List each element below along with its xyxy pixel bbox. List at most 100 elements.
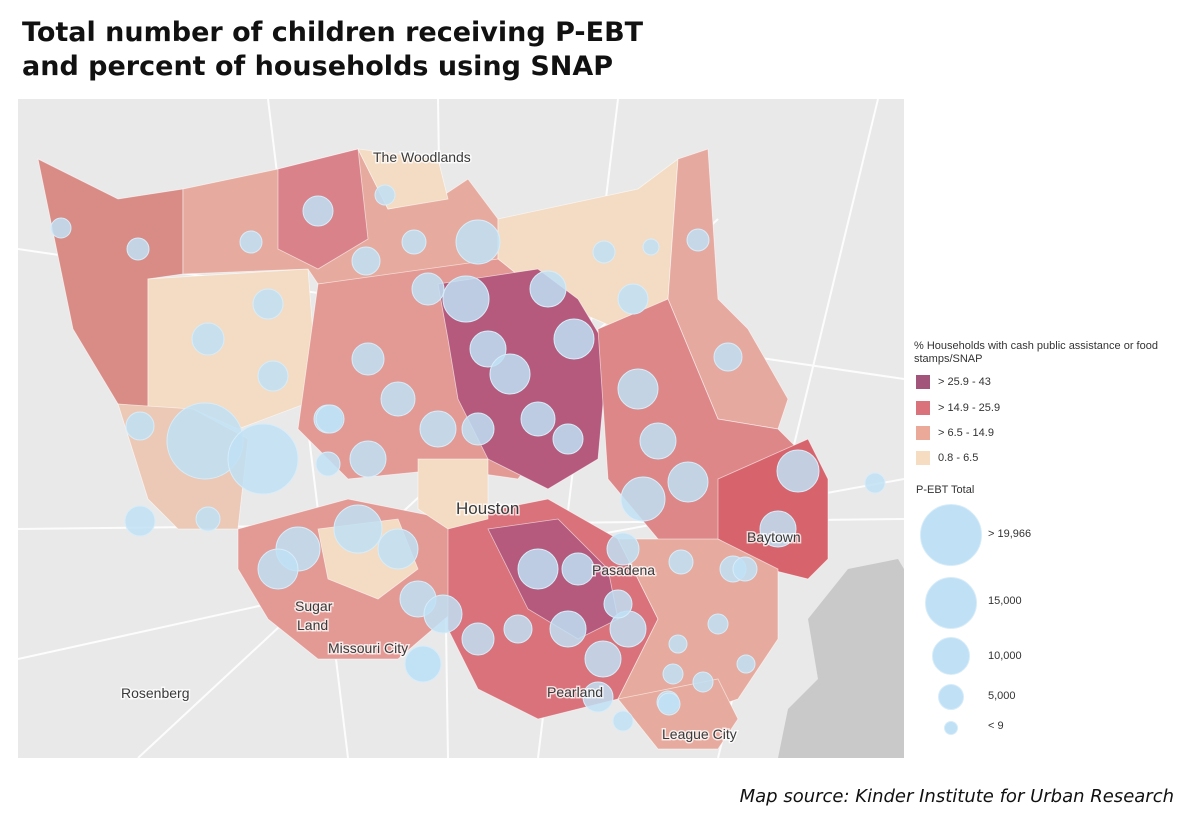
pebt-bubble [686,228,710,252]
pebt-size-label: 10,000 [988,650,1022,662]
place-labels: The Woodlands Houston Baytown Pasadena S… [120,148,803,744]
pebt-bubble [252,288,284,320]
tract-inner-beige [417,458,489,530]
pebt-bubble [617,368,659,410]
pebt-bubble [759,510,797,548]
snap-swatch [916,426,930,440]
pebt-bubble [442,275,490,323]
pebt-bubble [257,360,289,392]
snap-swatch [916,401,930,415]
snap-legend-label: 0.8 - 6.5 [938,452,979,464]
map-panel[interactable]: The Woodlands Houston Baytown Pasadena S… [18,99,904,758]
map-source: Map source: Kinder Institute for Urban R… [739,786,1174,807]
place-label-the-woodlands: The Woodlands [373,149,471,165]
pebt-bubble-layer [50,184,886,732]
pebt-size-label: < 9 [988,720,1004,732]
pebt-bubble [404,645,442,683]
pebt-bubble [620,476,666,522]
pebt-bubble [667,461,709,503]
pebt-bubble [582,681,614,713]
snap-legend-label: > 25.9 - 43 [938,376,991,388]
pebt-bubble [517,548,559,590]
pebt-bubble [469,330,507,368]
pebt-size-label: > 19,966 [988,528,1032,540]
pebt-bubble [419,410,457,448]
pebt-bubble [668,634,688,654]
pebt-bubble [549,610,587,648]
snap-legend-row: 0.8 - 6.5 [916,450,978,466]
pebt-bubble [612,710,634,732]
title-line-1: Total number of children receiving P-EBT [22,17,644,48]
title-line-2: and percent of households using SNAP [22,51,614,82]
snap-swatch [916,451,930,465]
pebt-size-circle [938,684,964,710]
pebt-bubble [455,219,501,265]
pebt-bubble [302,195,334,227]
pebt-bubble [657,692,681,716]
tract-far-west [147,268,319,430]
pebt-bubble [529,270,567,308]
pebt-bubble [377,528,419,570]
pebt-bubble [561,552,595,586]
pebt-bubble [489,353,531,395]
pebt-bubble [603,589,633,619]
pebt-bubble [351,342,385,376]
snap-swatch [916,375,930,389]
sheldon-water [818,639,848,699]
pebt-bubble [124,505,156,537]
pebt-bubble [503,614,533,644]
map-title: Total number of children receiving P-EBT… [22,16,722,84]
snap-legend-row: > 25.9 - 43 [916,374,991,390]
pebt-bubble [195,506,221,532]
tract-layer [37,148,829,750]
pebt-bubble [552,423,584,455]
pebt-size-circle [925,577,977,629]
pebt-size-circle [920,504,982,566]
pebt-bubble [732,556,758,582]
pebt-legend-title: P-EBT Total [916,484,975,496]
pebt-bubble [864,472,886,494]
pebt-bubble [423,594,463,634]
pebt-size-circle [944,721,958,735]
pebt-bubble [642,238,660,256]
place-label-baytown: Baytown [747,529,801,545]
pebt-bubble [461,412,495,446]
pebt-bubble [126,237,150,261]
place-label-pearland: Pearland [547,684,603,700]
pebt-bubble [380,381,416,417]
pebt-size-label: 5,000 [988,690,1016,702]
pebt-bubble [315,404,345,434]
snap-legend-label: > 6.5 - 14.9 [938,427,994,439]
tract-southeast [617,538,779,720]
pebt-bubble [227,423,299,495]
pebt-bubble [592,240,616,264]
pebt-bubble [553,318,595,360]
snap-legend-row: > 14.9 - 25.9 [916,400,1000,416]
pebt-bubble [349,440,387,478]
pebt-bubble [333,504,383,554]
place-label-houston: Houston [456,499,519,518]
pebt-bubble [584,640,622,678]
pebt-bubble [662,663,684,685]
pebt-bubble [668,549,694,575]
snap-legend-row: > 6.5 - 14.9 [916,425,994,441]
pebt-size-circle [932,637,970,675]
map-canvas[interactable]: The Woodlands Houston Baytown Pasadena S… [18,99,904,758]
pebt-bubble [50,217,72,239]
pebt-bubble [401,229,427,255]
pebt-bubble [125,411,155,441]
pebt-bubble [239,230,263,254]
place-label-missouri-city: Missouri City [328,640,408,656]
map-legend: % Households with cash public assistance… [910,340,1190,750]
snap-legend-title: % Households with cash public assistance… [914,340,1158,365]
place-label-sugar: Sugar [295,598,333,614]
pebt-bubble [461,622,495,656]
snap-legend-label: > 14.9 - 25.9 [938,402,1001,414]
pebt-bubble [617,283,649,315]
place-label-rosenberg: Rosenberg [121,685,190,701]
pebt-bubble [692,671,714,693]
pebt-bubble [257,548,299,590]
pebt-bubble [411,272,445,306]
pebt-bubble [315,451,341,477]
place-label-pasadena: Pasadena [592,562,655,578]
